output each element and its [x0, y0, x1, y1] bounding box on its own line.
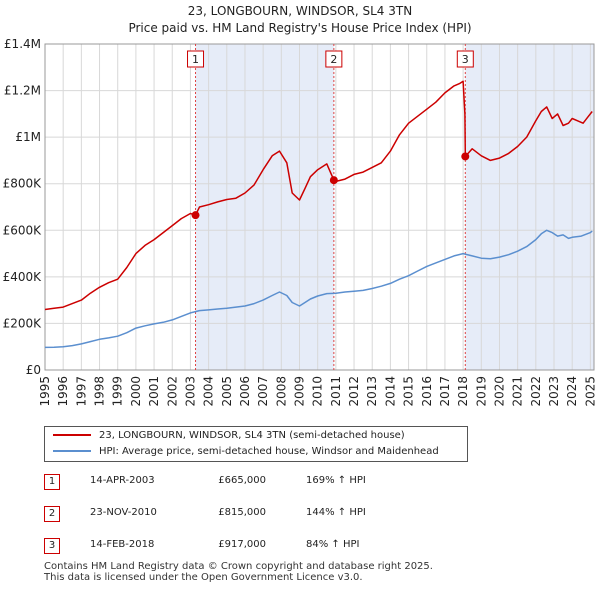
sale-price: £665,000: [218, 475, 266, 486]
sale-hpi-change: 169% ↑ HPI: [306, 475, 366, 486]
sale-row: 2 23-NOV-2010 £815,000 144% ↑ HPI: [44, 506, 464, 524]
footer-copyright: Contains HM Land Registry data © Crown c…: [44, 561, 433, 572]
y-tick-label: £1.4M: [4, 37, 41, 51]
shaded-period: [195, 44, 334, 370]
x-tick-label: 2002: [165, 376, 179, 407]
x-tick-label: 2012: [347, 376, 361, 407]
x-tick-label: 2003: [183, 376, 197, 407]
sale-label-number: 2: [330, 53, 337, 66]
x-tick-label: 1995: [38, 376, 52, 407]
x-tick-label: 2007: [256, 376, 270, 407]
x-tick-label: 2024: [565, 376, 579, 407]
x-tick-label: 2021: [511, 376, 525, 407]
sale-price: £815,000: [218, 507, 266, 518]
x-tick-label: 2015: [402, 376, 416, 407]
x-tick-label: 2025: [583, 376, 597, 407]
title-line-2: Price paid vs. HM Land Registry's House …: [128, 21, 472, 35]
legend-swatch-property: [53, 434, 91, 436]
sale-number-badge: 1: [44, 474, 60, 490]
x-tick-label: 2000: [129, 376, 143, 407]
x-tick-label: 2011: [329, 376, 343, 407]
footer-licence: This data is licensed under the Open Gov…: [44, 572, 363, 583]
x-tick-label: 2019: [474, 376, 488, 407]
y-tick-label: £200K: [3, 316, 43, 330]
y-tick-label: £1M: [15, 130, 41, 144]
legend-swatch-hpi: [53, 450, 91, 452]
sale-date: 23-NOV-2010: [90, 507, 157, 518]
x-tick-label: 2001: [147, 376, 161, 407]
x-tick-label: 2020: [492, 376, 506, 407]
x-tick-label: 2017: [438, 376, 452, 407]
sale-label-box: [187, 50, 205, 68]
x-tick-label: 2008: [274, 376, 288, 407]
shaded-period: [465, 44, 594, 370]
sale-label-box: [456, 50, 474, 68]
sale-point: [329, 176, 338, 185]
x-tick-label: 2023: [547, 376, 561, 407]
sale-point: [191, 211, 200, 220]
legend-label-property: 23, LONGBOURN, WINDSOR, SL4 3TN (semi-de…: [99, 430, 405, 441]
y-tick-label: £0: [26, 363, 41, 377]
sale-date: 14-FEB-2018: [90, 539, 155, 550]
x-tick-label: 1996: [56, 376, 70, 407]
x-tick-label: 2018: [456, 376, 470, 407]
sale-label-box: [325, 50, 343, 68]
hpi-line: [44, 229, 593, 349]
title-line-1: 23, LONGBOURN, WINDSOR, SL4 3TN: [187, 4, 413, 18]
sale-label-number: 1: [192, 53, 199, 66]
sale-label-number: 3: [462, 53, 469, 66]
sale-price: £917,000: [218, 539, 266, 550]
y-tick-label: £400K: [3, 270, 43, 284]
price-chart: £0 £200K £400K £600K £800K £1M £1.2M £1.4M 1995 1…: [3, 37, 598, 407]
x-tick-label: 2006: [238, 376, 252, 407]
legend-label-hpi: HPI: Average price, semi-detached house,…: [99, 446, 439, 457]
x-tick-label: 2016: [420, 376, 434, 407]
x-tick-label: 2022: [529, 376, 543, 407]
y-tick-label: £800K: [3, 177, 43, 191]
y-tick-label: £1.2M: [4, 84, 41, 98]
sale-number-badge: 3: [44, 538, 60, 554]
y-tick-label: £600K: [3, 223, 43, 237]
legend: 23, LONGBOURN, WINDSOR, SL4 3TN (semi-de…: [44, 426, 468, 462]
sale-number-badge: 2: [44, 506, 60, 522]
plot-border: [44, 43, 595, 371]
sale-row: 3 14-FEB-2018 £917,000 84% ↑ HPI: [44, 538, 464, 556]
sale-date: 14-APR-2003: [90, 475, 155, 486]
x-tick-label: 2009: [293, 376, 307, 407]
x-tick-label: 1997: [74, 376, 88, 407]
x-tick-label: 2013: [365, 376, 379, 407]
sale-row: 1 14-APR-2003 £665,000 169% ↑ HPI: [44, 474, 464, 492]
legend-item-property: 23, LONGBOURN, WINDSOR, SL4 3TN (semi-de…: [53, 429, 405, 443]
sale-point: [461, 152, 470, 161]
x-tick-label: 2014: [383, 376, 397, 407]
chart-title: 23, LONGBOURN, WINDSOR, SL4 3TN Price pa…: [0, 3, 600, 37]
footer: Contains HM Land Registry data © Crown c…: [44, 561, 433, 583]
x-tick-label: 2005: [220, 376, 234, 407]
x-tick-label: 2010: [311, 376, 325, 407]
x-tick-label: 2004: [202, 376, 216, 407]
sale-hpi-change: 84% ↑ HPI: [306, 539, 360, 550]
sale-hpi-change: 144% ↑ HPI: [306, 507, 366, 518]
x-tick-label: 1999: [111, 376, 125, 407]
legend-item-hpi: HPI: Average price, semi-detached house,…: [53, 445, 439, 459]
x-tick-label: 1998: [93, 376, 107, 407]
